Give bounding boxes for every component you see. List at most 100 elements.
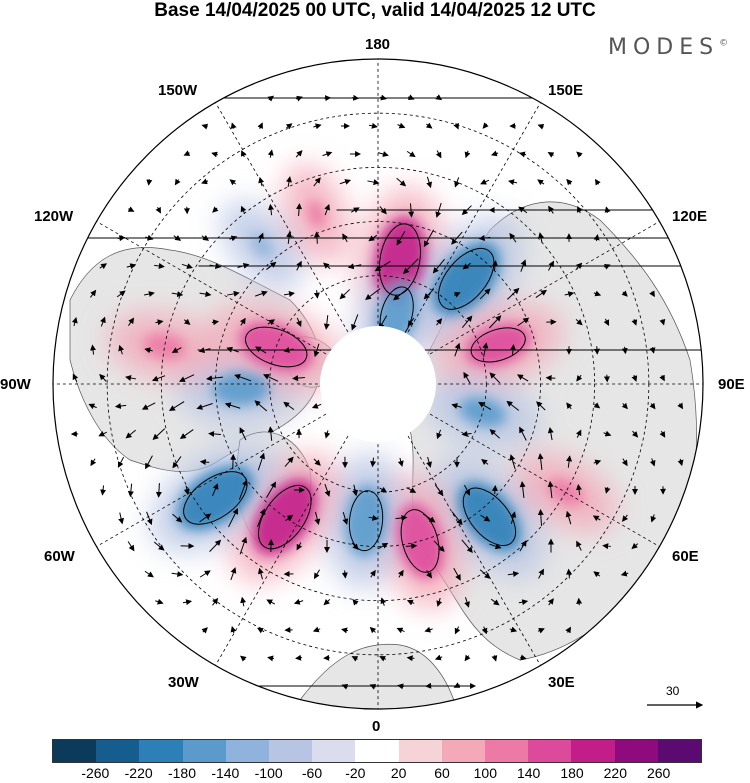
colorbar-tick-label: 220 — [603, 765, 628, 781]
wind-arrow — [464, 150, 471, 159]
meridian-line — [96, 401, 347, 547]
wind-arrow — [341, 683, 349, 690]
wind-arrow — [406, 599, 415, 606]
wind-arrow — [313, 177, 321, 187]
wind-arrow — [90, 289, 97, 298]
wind-arrow — [240, 655, 247, 662]
wind-arrow — [369, 626, 377, 634]
wind-arrow — [341, 570, 348, 579]
wind-arrow — [153, 541, 165, 551]
wind-arrow — [183, 318, 191, 325]
colorbar-swatch — [571, 740, 615, 762]
wind-arrow — [72, 373, 79, 382]
wind-arrow — [199, 513, 212, 523]
wind-arrow — [267, 319, 276, 326]
wind-arrow — [146, 511, 153, 526]
wind-arrow — [478, 401, 492, 410]
wind-arrow — [406, 655, 415, 662]
wind-arrow — [155, 206, 161, 214]
wind-arrow — [423, 288, 434, 300]
wind-arrow — [489, 429, 501, 439]
wind-arrow — [323, 315, 330, 330]
wind-arrow — [566, 455, 573, 468]
anomaly-core — [250, 233, 274, 258]
wind-arrow — [510, 511, 517, 524]
wind-arrow — [537, 453, 544, 470]
colorbar-tick-label: -60 — [301, 765, 323, 781]
wind-arrow — [90, 344, 97, 355]
meridian-line — [409, 221, 660, 367]
wind-arrow — [481, 459, 489, 466]
wind-vectors — [53, 94, 703, 690]
wind-arrow — [593, 290, 602, 297]
wind-arrow — [239, 317, 246, 326]
wind-arrow — [507, 287, 520, 300]
colorbar-swatch — [398, 740, 442, 762]
lat-lon-grid — [53, 59, 703, 709]
wind-arrow — [536, 401, 546, 411]
wind-arrow — [621, 458, 628, 467]
wind-arrow — [118, 344, 125, 355]
colorbar-tick-label: -20 — [345, 765, 366, 781]
wind-arrow — [545, 375, 556, 382]
wind-arrow — [659, 318, 666, 326]
wind-arrow — [508, 179, 518, 186]
wind-arrow — [659, 374, 665, 382]
wind-arrow — [433, 540, 445, 552]
wind-arrow — [631, 319, 638, 326]
wind-arrow — [209, 539, 222, 552]
wind-arrow — [519, 540, 527, 552]
colorbar-swatch — [614, 740, 658, 762]
wind-arrow — [397, 569, 404, 578]
wind-arrow — [369, 684, 377, 690]
wind-arrow — [489, 372, 501, 384]
wind-arrow — [285, 514, 294, 522]
wind-arrow — [171, 571, 184, 578]
wind-arrow — [453, 292, 461, 298]
wind-arrow — [267, 655, 275, 662]
wind-arrow — [406, 487, 417, 493]
wind-arrow — [397, 457, 404, 467]
lon-label-60e: 60E — [672, 548, 699, 565]
wind-arrow — [380, 597, 387, 606]
wind-arrow — [650, 514, 657, 523]
wind-arrow — [621, 290, 628, 297]
wind-arrow — [454, 626, 461, 635]
lon-label-150w: 150W — [158, 82, 198, 99]
wind-arrow — [351, 656, 359, 662]
wind-arrow — [518, 599, 529, 606]
wind-arrow — [341, 627, 349, 634]
wind-arrow — [155, 598, 164, 605]
wind-arrow — [368, 122, 378, 129]
wind-arrow — [631, 374, 638, 382]
wind-arrow — [566, 568, 573, 579]
wind-arrow — [211, 319, 220, 326]
wind-arrow — [620, 570, 629, 577]
wind-arrow — [90, 458, 97, 467]
colorbar-tick-label: 180 — [560, 765, 584, 781]
wind-arrow — [172, 513, 183, 523]
wind-arrow — [324, 203, 330, 216]
wind-arrow — [145, 455, 153, 470]
wind-arrow — [603, 430, 612, 437]
wind-arrow — [98, 430, 107, 437]
wind-arrow — [351, 314, 359, 331]
wind-arrow — [517, 374, 529, 382]
wind-arrow — [547, 151, 555, 158]
colorbar-swatch — [96, 740, 140, 762]
colorbar-tick-label: -140 — [211, 765, 240, 781]
wind-arrow — [295, 654, 303, 661]
wind-arrow — [576, 540, 582, 551]
colorbar-swatch — [355, 740, 399, 762]
wind-arrow — [509, 626, 518, 633]
wind-arrow — [283, 401, 295, 411]
wind-arrow — [201, 178, 209, 185]
lon-label-30e: 30E — [548, 674, 575, 691]
wind-arrow — [227, 290, 240, 297]
wind-arrow — [396, 177, 407, 187]
wind-arrow — [621, 402, 628, 410]
wind-arrow — [324, 430, 331, 439]
wind-arrow — [118, 512, 125, 525]
wind-arrow — [365, 288, 381, 300]
